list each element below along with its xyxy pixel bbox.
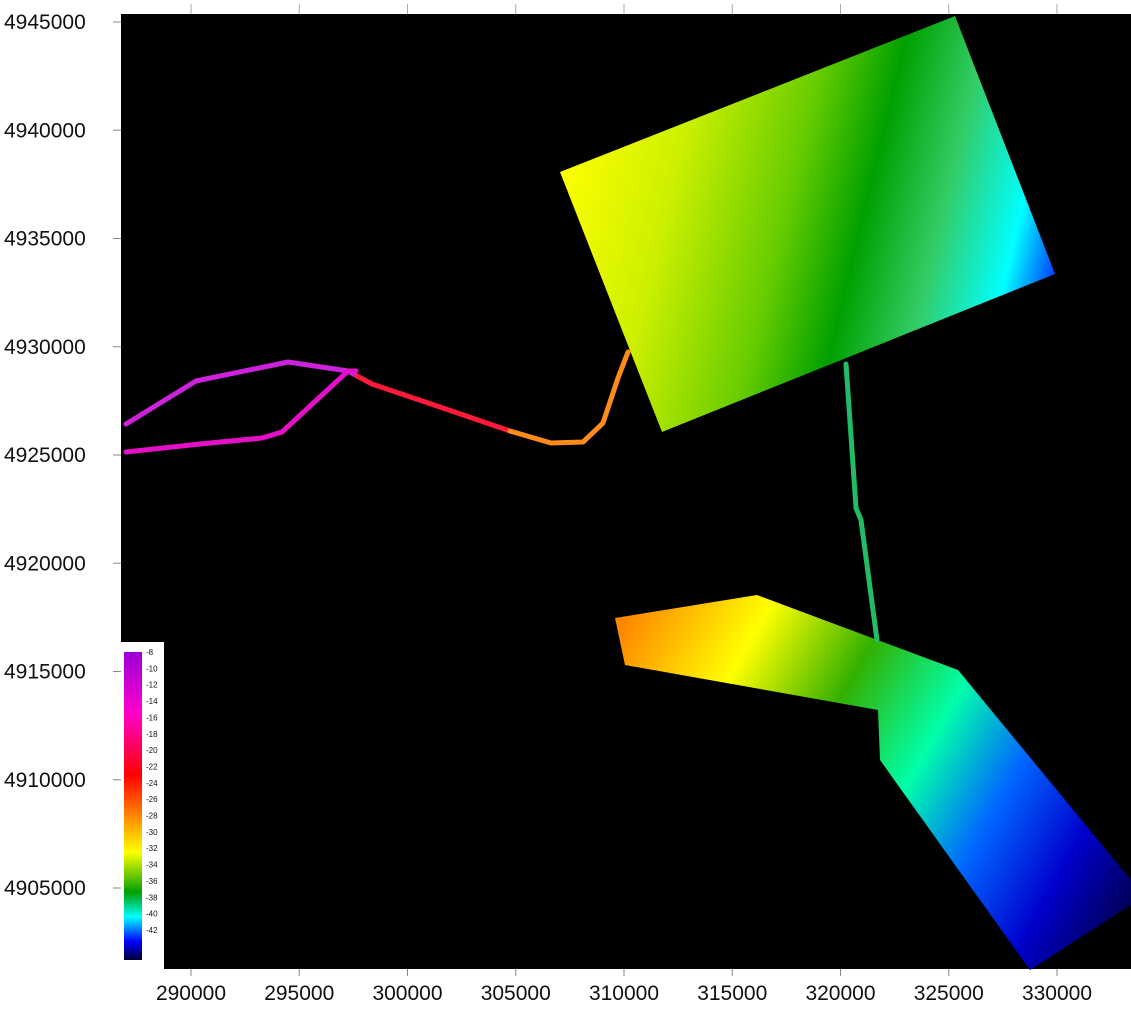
colorbar-label: -8 <box>146 648 154 657</box>
trackline-connector <box>843 361 880 643</box>
y-tick-label: 4930000 <box>4 336 86 359</box>
colorbar-label: -36 <box>146 877 158 886</box>
colorbar-label: -34 <box>146 861 158 870</box>
colorbar-label: -14 <box>146 697 158 706</box>
colorbar-label: -10 <box>146 664 158 673</box>
y-tick-label: 4945000 <box>4 11 86 34</box>
colorbar-labels: -8 -10 -12 -14 -16 -18 -20 -22 -24 -26 -28 -30 -32 -3… <box>146 648 158 935</box>
colorbar-label: -16 <box>146 713 158 722</box>
y-tick-label: 4910000 <box>4 769 86 792</box>
colorbar-label: -30 <box>146 828 158 837</box>
x-tick-label: 310000 <box>589 982 659 1005</box>
y-tick-label: 4940000 <box>4 119 86 142</box>
y-tick-label: 4915000 <box>4 661 86 684</box>
colorbar-label: -32 <box>146 844 158 853</box>
survey-area-north <box>560 16 1055 432</box>
colorbar-label: -26 <box>146 795 158 804</box>
x-tick-label: 315000 <box>697 982 767 1005</box>
x-axis: 290000 295000 300000 305000 310000 315000 3200… <box>156 4 1092 1005</box>
y-axis: 4945000 4940000 4935000 4930000 4925000 49200… <box>4 11 121 900</box>
trackline-center <box>354 373 513 434</box>
colorbar-label: -24 <box>146 779 158 788</box>
x-tick-label: 330000 <box>1022 982 1092 1005</box>
survey-area-south <box>615 595 1131 970</box>
x-tick-label: 300000 <box>372 982 442 1005</box>
colorbar-label: -28 <box>146 812 158 821</box>
colorbar-label: -20 <box>146 746 158 755</box>
x-tick-label: 320000 <box>805 982 875 1005</box>
y-tick-label: 4925000 <box>4 444 86 467</box>
trackline-center-east <box>507 349 631 446</box>
y-tick-label: 4905000 <box>4 877 86 900</box>
x-tick-label: 325000 <box>914 982 984 1005</box>
y-tick-label: 4935000 <box>4 228 86 251</box>
colorbar-label: -40 <box>146 910 158 919</box>
colorbar-label: -18 <box>146 730 158 739</box>
x-tick-label: 290000 <box>156 982 226 1005</box>
y-tick-label: 4920000 <box>4 552 86 575</box>
trackline-west-lower <box>123 368 359 455</box>
colorbar-label: -38 <box>146 893 158 902</box>
colorbar-label: -22 <box>146 762 158 771</box>
x-tick-label: 305000 <box>481 982 551 1005</box>
x-tick-label: 295000 <box>264 982 334 1005</box>
colorbar-label: -42 <box>146 926 158 935</box>
colorbar <box>124 652 142 960</box>
colorbar-label: -12 <box>146 681 158 690</box>
